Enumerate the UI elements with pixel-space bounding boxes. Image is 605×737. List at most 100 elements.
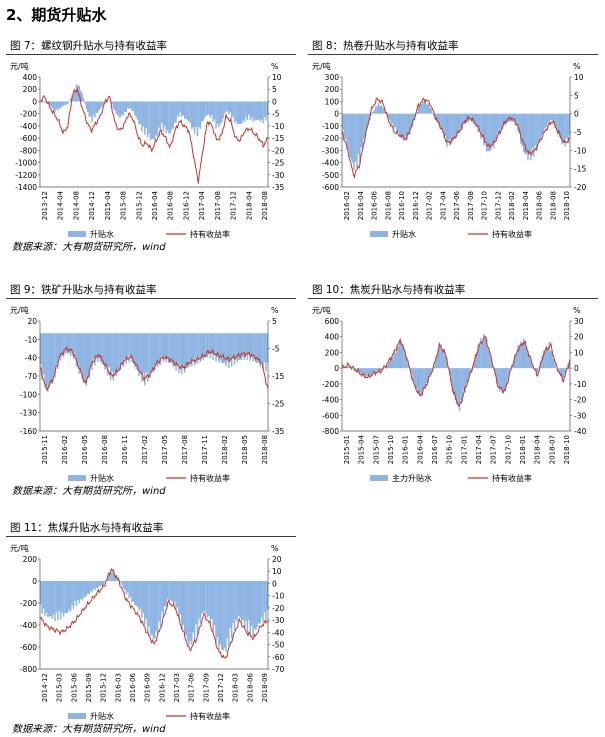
- bar: [343, 113, 345, 140]
- bar: [518, 347, 521, 369]
- bar: [144, 101, 146, 135]
- chart-fig7: 图 7：螺纹钢升贴水与持有收益率 元/吨% 400 200 0 -200 -400 -600…: [6, 38, 296, 245]
- bar: [373, 368, 375, 374]
- bar: [156, 333, 159, 368]
- bar: [199, 581, 202, 624]
- bar: [186, 101, 189, 121]
- bar: [87, 101, 89, 112]
- y-left-tick: -400: [322, 159, 339, 168]
- x-tick: 2016-04: [151, 190, 159, 220]
- bar: [252, 333, 254, 362]
- bar: [168, 101, 170, 134]
- y-left-tick: -100: [322, 122, 339, 131]
- bar: [78, 85, 80, 102]
- bar: [265, 581, 267, 621]
- bar: [371, 368, 374, 375]
- y-left-tick: -200: [20, 599, 37, 608]
- bar: [129, 101, 132, 109]
- bar: [427, 103, 429, 114]
- bar: [115, 333, 118, 376]
- bar: [101, 333, 103, 365]
- bar: [230, 581, 233, 639]
- bar: [461, 113, 464, 129]
- bar: [91, 333, 93, 370]
- bar: [42, 333, 45, 375]
- x-tick: 2018-05: [241, 435, 249, 464]
- bar: [122, 101, 125, 116]
- x-tick: 2017-11: [201, 435, 209, 464]
- legend-label: 持有收益率: [190, 229, 230, 239]
- bar: [418, 368, 421, 396]
- bar: [363, 113, 365, 139]
- bar: [126, 101, 129, 108]
- y-right-tick: 5: [272, 85, 277, 94]
- bar: [426, 368, 428, 383]
- bar: [448, 113, 451, 146]
- bar: [346, 113, 348, 150]
- bar: [52, 101, 55, 110]
- bar: [538, 113, 541, 143]
- y-right-tick: -20: [574, 396, 586, 405]
- chart-title: 图 11：焦煤升贴水与持有收益率: [6, 520, 296, 537]
- bar: [97, 333, 99, 362]
- y-right-tick: -20: [272, 146, 284, 155]
- bar: [537, 368, 539, 373]
- x-tick: 2016-04: [357, 190, 365, 220]
- bar: [426, 104, 428, 114]
- bar: [89, 333, 92, 366]
- bar: [387, 363, 390, 369]
- source-note: 数据来源：大有期货研究所，wind: [12, 486, 166, 497]
- bar: [75, 333, 78, 367]
- bar: [122, 581, 125, 589]
- bar: [158, 333, 160, 361]
- bar: [440, 113, 442, 130]
- bar: [176, 101, 179, 116]
- bar: [158, 101, 160, 128]
- x-tick: 2018-02: [221, 435, 229, 464]
- bar: [557, 113, 559, 135]
- bar: [198, 581, 200, 620]
- bar: [364, 368, 367, 377]
- legend-swatch-bar: [68, 475, 86, 481]
- bar: [199, 101, 202, 129]
- x-tick: 2015-09: [85, 673, 93, 702]
- bar: [109, 333, 112, 381]
- bar: [236, 333, 239, 363]
- x-tick: 2015-12: [135, 191, 143, 220]
- y-right-tick: -10: [272, 592, 284, 601]
- bar: [149, 581, 152, 636]
- bar: [490, 113, 492, 150]
- bar: [95, 581, 98, 588]
- bar: [191, 101, 193, 129]
- bar: [248, 581, 250, 621]
- bar: [551, 113, 553, 122]
- bar: [72, 333, 75, 359]
- bar: [406, 113, 408, 141]
- y-left-tick: -400: [322, 396, 339, 405]
- bar: [522, 338, 525, 369]
- bar: [216, 333, 219, 358]
- bar: [52, 333, 55, 375]
- bar: [236, 581, 239, 622]
- bar: [192, 333, 194, 361]
- bar: [524, 113, 526, 154]
- bar: [77, 333, 79, 363]
- bar: [535, 113, 538, 151]
- bar: [189, 581, 192, 641]
- bar: [69, 581, 72, 612]
- bar: [183, 101, 186, 119]
- bar: [196, 333, 199, 365]
- x-tick: 2016-10: [398, 191, 406, 220]
- bar: [132, 101, 135, 111]
- bar: [487, 346, 489, 369]
- bar: [394, 113, 397, 127]
- bar: [377, 102, 380, 114]
- bar: [255, 333, 257, 363]
- bar: [497, 368, 499, 386]
- bar: [161, 101, 163, 123]
- bar: [249, 333, 251, 361]
- bar: [166, 581, 169, 600]
- y-left-tick: 0: [32, 577, 37, 586]
- bar: [406, 357, 408, 369]
- bar: [407, 363, 410, 369]
